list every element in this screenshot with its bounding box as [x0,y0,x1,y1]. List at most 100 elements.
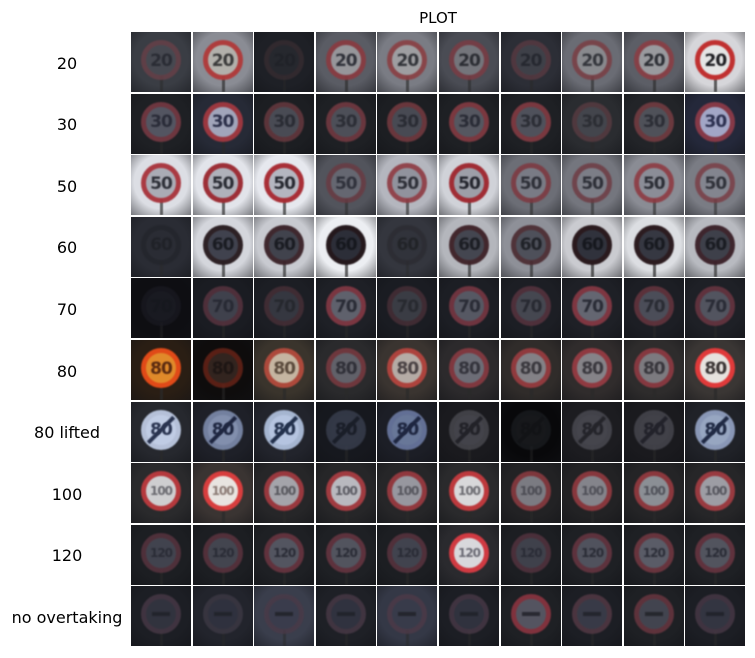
sign-number: 120 [501,546,561,560]
sign-thumbnail: 120 [501,525,561,585]
row-label: 20 [0,32,134,94]
sign-thumbnail: 20 [685,32,745,92]
sign-number: 100 [624,484,684,498]
sign-number: 30 [316,112,376,132]
sign-thumbnail: 70 [439,278,499,338]
sign-thumbnail: 80 [377,340,437,400]
sign-thumbnail: 20 [439,32,499,92]
sign-thumbnail: 100 [377,463,437,523]
sign-thumbnail: 80 [377,402,437,462]
sign-number: 20 [193,51,253,71]
sign-thumbnail: 120 [624,525,684,585]
sign-number: 120 [439,546,499,560]
sign-thumbnail [439,586,499,646]
sign-number: 100 [377,484,437,498]
car-glyph [460,612,478,616]
sign-number: 80 [501,359,561,379]
sign-thumbnail: 70 [193,278,253,338]
sign-thumbnail: 60 [562,217,622,277]
sign-thumbnail: 30 [562,94,622,154]
sign-number: 20 [439,51,499,71]
sign-thumbnail: 30 [439,94,499,154]
sign-number: 80 [562,359,622,379]
sign-number: 70 [439,297,499,317]
sign-number: 50 [624,174,684,194]
sign-number: 120 [316,546,376,560]
sign-thumbnail: 100 [193,463,253,523]
sign-number: 120 [254,546,314,560]
sign-thumbnail: 60 [377,217,437,277]
sign-thumbnail: 70 [685,278,745,338]
sign-number: 30 [501,112,561,132]
sign-thumbnail: 50 [316,155,376,215]
sign-number: 70 [131,297,191,317]
sign-thumbnail: 20 [254,32,314,92]
sign-number: 30 [562,112,622,132]
sign-thumbnail: 20 [193,32,253,92]
sign-thumbnail: 80 [501,340,561,400]
sign-number: 20 [377,51,437,71]
sign-thumbnail: 80 [685,340,745,400]
car-glyph [706,612,724,616]
sign-thumbnail: 80 [624,340,684,400]
sign-number: 100 [316,484,376,498]
sign-number: 50 [562,174,622,194]
sign-number: 80 [439,359,499,379]
sign-thumbnail: 60 [624,217,684,277]
row-label: 60 [0,217,134,279]
sign-thumbnail: 20 [131,32,191,92]
sign-number: 30 [685,112,745,132]
sign-thumbnail: 80 [316,340,376,400]
sign-thumbnail: 70 [562,278,622,338]
row-label: 30 [0,94,134,156]
sign-thumbnail: 120 [316,525,376,585]
sign-number: 50 [254,174,314,194]
sign-thumbnail: 60 [439,217,499,277]
sign-thumbnail: 70 [316,278,376,338]
sign-number: 100 [131,484,191,498]
sign-number: 80 [193,359,253,379]
sign-thumbnail: 80 [562,340,622,400]
sign-thumbnail: 20 [562,32,622,92]
sign-thumbnail: 30 [254,94,314,154]
image-grid: 20 20 20 20 20 20 20 20 20 20 30 30 30 30 30 30 30 30 30 30… [131,32,745,648]
sign-thumbnail: 80 [254,340,314,400]
sign-thumbnail: 70 [624,278,684,338]
car-glyph [337,612,355,616]
sign-thumbnail: 70 [131,278,191,338]
sign-number: 100 [501,484,561,498]
sign-number: 100 [562,484,622,498]
sign-thumbnail: 100 [685,463,745,523]
sign-thumbnail: 80 [131,340,191,400]
sign-number: 20 [131,51,191,71]
sign-thumbnail: 50 [439,155,499,215]
sign-number: 120 [624,546,684,560]
sign-number: 100 [254,484,314,498]
sign-number: 60 [377,235,437,255]
sign-thumbnail: 50 [562,155,622,215]
sign-thumbnail: 120 [131,525,191,585]
sign-thumbnail [624,586,684,646]
sign-thumbnail: 50 [377,155,437,215]
sign-number: 70 [316,297,376,317]
sign-number: 80 [685,359,745,379]
sign-thumbnail: 20 [501,32,561,92]
car-glyph [583,612,601,616]
sign-thumbnail: 80 [439,402,499,462]
sign-thumbnail [254,586,314,646]
sign-number: 120 [193,546,253,560]
sign-thumbnail: 30 [377,94,437,154]
sign-thumbnail: 80 [501,402,561,462]
sign-number: 30 [193,112,253,132]
sign-number: 50 [131,174,191,194]
sign-thumbnail: 70 [254,278,314,338]
sign-number: 120 [685,546,745,560]
row-label: 100 [0,463,134,525]
sign-number: 80 [624,359,684,379]
sign-thumbnail: 80 [562,402,622,462]
sign-thumbnail: 70 [501,278,561,338]
sign-number: 50 [193,174,253,194]
sign-number: 100 [685,484,745,498]
sign-number: 80 [131,359,191,379]
car-glyph [645,612,663,616]
